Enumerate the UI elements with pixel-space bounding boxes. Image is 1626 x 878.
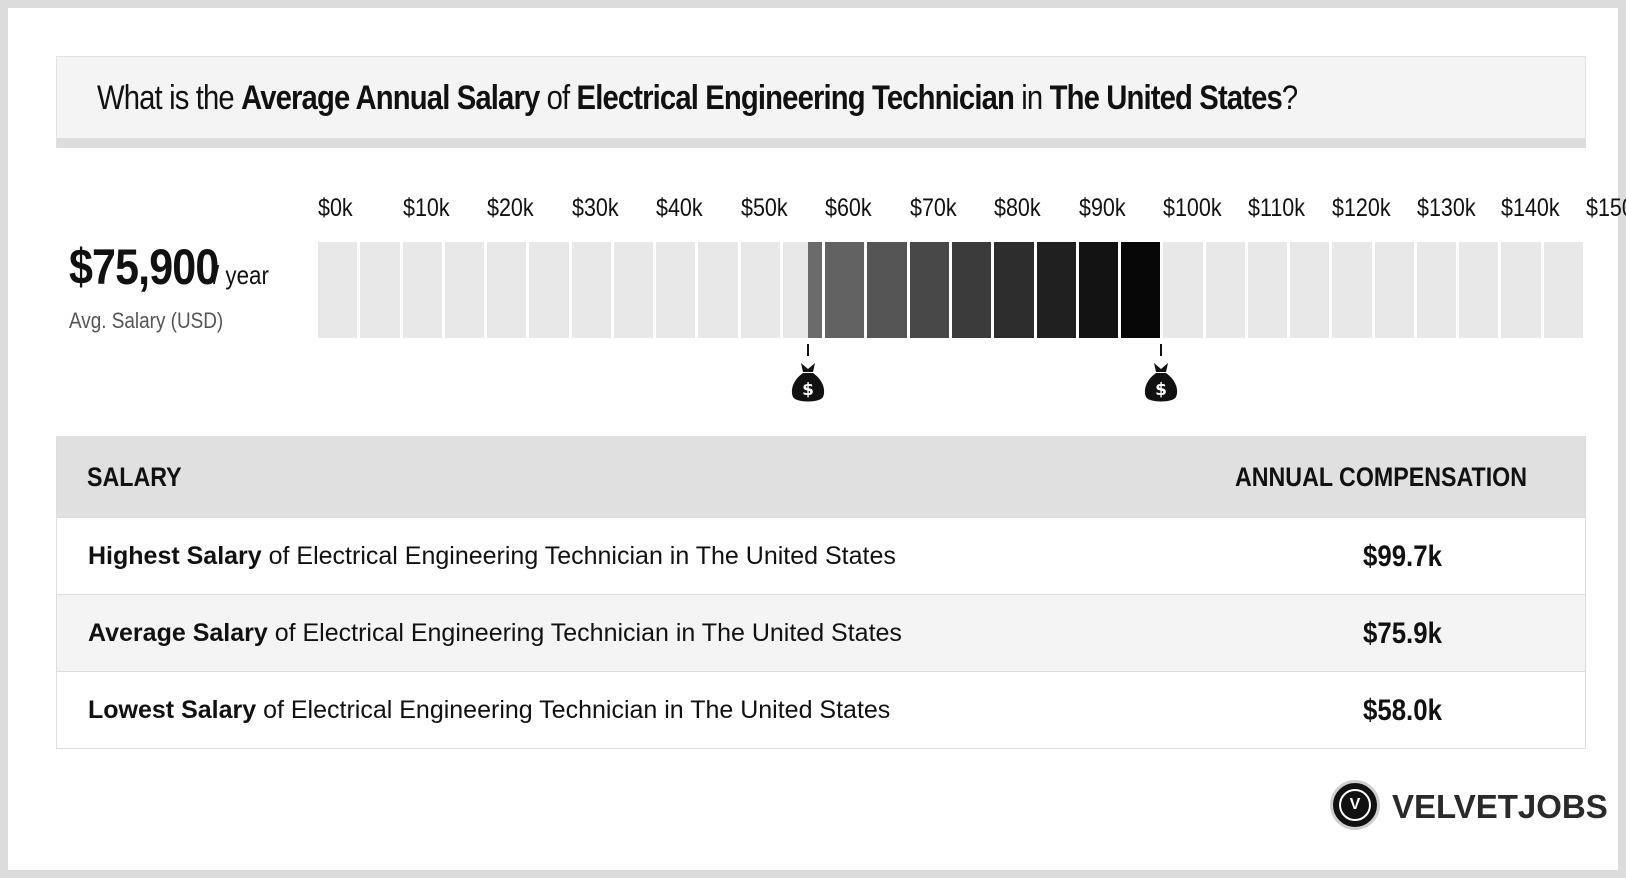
- bar-segment: [529, 242, 569, 338]
- bar-segment: [360, 242, 400, 338]
- bar-segment: [318, 242, 358, 338]
- title-part-1: What is the: [97, 79, 242, 117]
- bar-segment-highlight: [994, 242, 1034, 338]
- bar-segment-highlight: [952, 242, 992, 338]
- title-bold-1: Average Annual Salary: [241, 79, 540, 117]
- bar-segment: [571, 242, 611, 338]
- row-label-bold: Highest Salary: [88, 542, 262, 570]
- row-label-rest: of Electrical Engineering Technician in …: [261, 542, 896, 570]
- row-label-bold: Lowest Salary: [88, 696, 257, 724]
- bar-segment: [1332, 242, 1372, 338]
- row-value: $75.9k: [1363, 617, 1442, 650]
- axis-tick-label: $60k: [825, 194, 872, 222]
- row-label-rest: of Electrical Engineering Technician in …: [267, 619, 902, 647]
- bar-segment: [1374, 242, 1414, 338]
- logo-letter: V: [1339, 789, 1371, 821]
- row-label: Average Salary of Electrical Engineering…: [88, 619, 902, 648]
- axis-tick-label: $40k: [656, 194, 703, 222]
- table-row: Lowest Salary of Electrical Engineering …: [57, 671, 1585, 748]
- average-salary-value: $75,900: [69, 239, 219, 295]
- bar-segment: [487, 242, 527, 338]
- title-bold-3: The United States: [1049, 79, 1283, 117]
- bar-segment: [698, 242, 738, 338]
- lowest-salary-marker: $: [788, 344, 828, 406]
- salary-axis-ticks: $0k $10k $20k $30k $40k $50k $60k $70k $80k $90k $…: [318, 194, 1626, 228]
- brand-name: VELVETJOBS: [1392, 788, 1608, 825]
- title-part-3: in: [1014, 79, 1050, 117]
- bar-segment: [656, 242, 696, 338]
- bar-segment: [740, 242, 780, 338]
- bar-segment-highlight: [808, 242, 823, 338]
- axis-tick-label: $10k: [402, 194, 450, 222]
- highest-salary-marker: $: [1141, 344, 1181, 406]
- bar-segment: [613, 242, 654, 338]
- average-salary-unit: / year: [213, 260, 270, 290]
- bar-segment-highlight: [1078, 242, 1119, 338]
- bar-segment: [1205, 242, 1245, 338]
- question-banner: What is the Average Annual Salary of Ele…: [56, 56, 1586, 148]
- average-salary-summary: $75,900 / year: [69, 238, 278, 296]
- velvetjobs-logo-icon: V: [1330, 780, 1380, 830]
- axis-tick-label: $100k: [1163, 194, 1222, 222]
- column-header-compensation: ANNUAL COMPENSATION: [1235, 462, 1527, 492]
- bar-segment: [444, 242, 485, 338]
- bar-segment: [1163, 242, 1203, 338]
- average-salary-label: Avg. Salary (USD): [69, 308, 224, 333]
- axis-tick-label: $30k: [571, 194, 619, 222]
- svg-text:$: $: [1155, 380, 1167, 400]
- bar-segment: [402, 242, 442, 338]
- bar-segment-highlight: [825, 242, 865, 338]
- axis-tick-label: $130k: [1416, 194, 1476, 222]
- row-label-bold: Average Salary: [88, 619, 268, 647]
- bar-segment: [1543, 242, 1583, 338]
- bar-segment: [1247, 242, 1288, 338]
- title-part-2: of: [539, 79, 577, 117]
- axis-tick-label: $70k: [909, 194, 957, 222]
- salary-range-bar: [318, 242, 1586, 338]
- bar-segment: [1290, 242, 1330, 338]
- title-bold-2: Electrical Engineering Technician: [576, 79, 1015, 117]
- axis-tick-label: $50k: [740, 194, 788, 222]
- row-label-rest: of Electrical Engineering Technician in …: [256, 696, 891, 724]
- bar-segment-highlight: [909, 242, 949, 338]
- table-row: Highest Salary of Electrical Engineering…: [57, 517, 1585, 594]
- row-value: $99.7k: [1363, 540, 1442, 573]
- infographic-card: What is the Average Annual Salary of Ele…: [8, 8, 1626, 870]
- bar-segment-highlight: [867, 242, 907, 338]
- axis-tick-label: $80k: [994, 194, 1041, 222]
- axis-tick-label: $90k: [1078, 194, 1126, 222]
- axis-tick-label: $20k: [487, 194, 534, 222]
- money-bag-icon: $: [1144, 363, 1177, 402]
- bar-segment-highlight: [1121, 242, 1161, 338]
- bar-segment: [1459, 242, 1499, 338]
- table-row: Average Salary of Electrical Engineering…: [57, 594, 1585, 671]
- axis-tick-label: $150k+: [1586, 194, 1626, 222]
- column-header-salary: SALARY: [87, 462, 182, 492]
- row-value: $58.0k: [1363, 694, 1442, 727]
- axis-tick-label: $120k: [1332, 194, 1391, 222]
- axis-tick-label: $110k: [1247, 194, 1305, 222]
- axis-tick-label: $140k: [1501, 194, 1561, 222]
- bar-segment: [1416, 242, 1457, 338]
- row-label: Highest Salary of Electrical Engineering…: [88, 542, 896, 571]
- bar-segment: [1501, 242, 1541, 338]
- axis-tick-label: $0k: [318, 194, 353, 222]
- money-bag-icon: $: [792, 363, 825, 402]
- svg-text:$: $: [802, 380, 814, 400]
- table-header: SALARY ANNUAL COMPENSATION: [57, 436, 1585, 517]
- bar-segment-highlight: [1036, 242, 1076, 338]
- title-part-4: ?: [1281, 79, 1298, 117]
- page-title: What is the Average Annual Salary of Ele…: [97, 79, 1298, 118]
- salary-table: SALARY ANNUAL COMPENSATION Highest Salar…: [56, 436, 1586, 749]
- row-label: Lowest Salary of Electrical Engineering …: [88, 696, 890, 725]
